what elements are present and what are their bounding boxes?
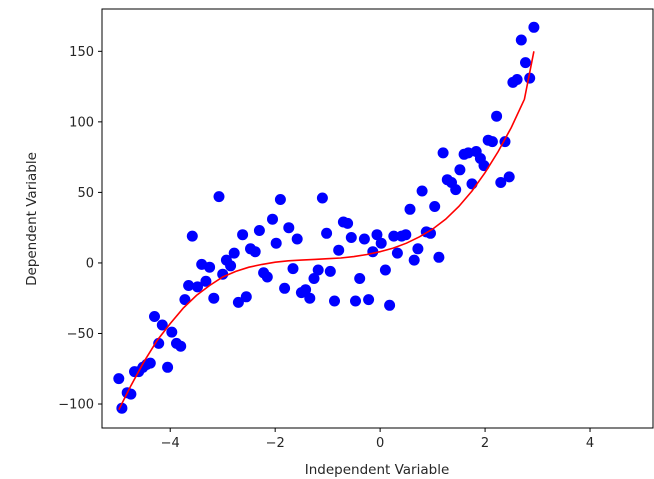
data-point-82 (454, 164, 466, 176)
data-point-98 (520, 57, 531, 69)
y-axis-title: Dependent Variable (24, 152, 40, 286)
y-tick-label: −50 (67, 327, 94, 342)
data-point-21 (200, 275, 212, 287)
plot-border (101, 8, 654, 429)
data-point-63 (375, 237, 387, 249)
data-point-96 (511, 74, 523, 85)
data-point-31 (240, 291, 252, 303)
data-point-85 (466, 178, 478, 190)
data-point-71 (408, 254, 420, 266)
data-point-19 (192, 281, 203, 293)
data-point-51 (324, 265, 336, 277)
data-point-72 (412, 243, 424, 255)
data-point-22 (204, 261, 216, 273)
data-point-41 (283, 222, 295, 234)
data-point-55 (342, 217, 354, 229)
data-point-56 (345, 232, 357, 243)
data-point-70 (404, 203, 416, 215)
data-point-88 (478, 160, 490, 172)
x-tick-label: −4 (161, 436, 180, 451)
x-tick-label: 0 (376, 436, 384, 451)
data-point-64 (379, 264, 391, 276)
data-point-10 (153, 337, 165, 349)
data-point-94 (503, 171, 515, 183)
y-tick-label: 0 (86, 256, 94, 271)
data-point-43 (291, 233, 303, 245)
data-point-45 (300, 284, 312, 296)
axes-frame (101, 8, 654, 429)
x-tick-label: −2 (266, 436, 285, 451)
data-point-23 (208, 292, 220, 304)
data-point-92 (495, 177, 507, 188)
data-point-38 (270, 237, 282, 249)
y-tick-label: −100 (58, 398, 94, 413)
data-point-100 (528, 21, 540, 33)
data-point-24 (213, 191, 225, 203)
x-tick-label: 4 (586, 436, 594, 451)
data-point-30 (237, 229, 249, 241)
data-point-8 (144, 357, 156, 369)
data-point-77 (433, 251, 445, 263)
data-point-13 (166, 326, 178, 338)
data-point-11 (156, 319, 168, 331)
data-point-99 (524, 72, 536, 84)
data-point-90 (486, 136, 498, 148)
data-point-62 (371, 229, 383, 241)
data-point-46 (304, 292, 316, 304)
data-point-33 (249, 246, 261, 258)
data-point-17 (183, 280, 195, 291)
data-point-58 (354, 273, 366, 284)
data-point-25 (217, 268, 229, 280)
data-point-40 (279, 282, 291, 294)
data-point-97 (515, 34, 527, 46)
data-point-37 (267, 213, 278, 225)
y-tick-label: 50 (77, 186, 94, 201)
data-point-16 (179, 294, 191, 306)
data-point-1 (116, 402, 128, 414)
data-point-42 (287, 263, 299, 275)
data-point-48 (312, 264, 324, 276)
data-point-39 (274, 194, 286, 205)
data-point-78 (437, 147, 449, 159)
data-point-66 (388, 230, 400, 242)
y-tick-label: 150 (69, 45, 94, 60)
data-point-28 (228, 247, 240, 259)
data-point-73 (416, 185, 428, 197)
fit-curve-line (118, 51, 535, 411)
data-point-29 (232, 296, 244, 308)
data-point-59 (358, 233, 370, 245)
x-axis-title: Independent Variable (305, 462, 450, 478)
data-point-53 (333, 244, 345, 256)
data-point-52 (329, 295, 340, 307)
data-point-76 (429, 201, 441, 212)
data-point-49 (316, 192, 328, 204)
axis-ticks: −4 −2 0 2 4 −100 −50 0 50 100 150 (58, 45, 594, 451)
data-point-75 (425, 227, 436, 239)
data-point-60 (363, 294, 375, 306)
data-point-9 (149, 311, 160, 322)
data-point-12 (162, 361, 174, 373)
x-tick-label: 2 (481, 436, 489, 451)
data-point-15 (175, 340, 187, 352)
data-point-34 (253, 225, 265, 236)
data-point-47 (308, 273, 320, 284)
data-point-57 (350, 295, 361, 307)
data-point-65 (384, 299, 396, 311)
data-point-91 (491, 110, 503, 122)
data-point-36 (261, 271, 273, 283)
data-point-18 (186, 230, 198, 242)
data-point-27 (225, 260, 237, 272)
data-point-67 (391, 247, 403, 259)
y-tick-label: 100 (69, 115, 94, 130)
data-point-69 (400, 229, 412, 241)
data-point-50 (321, 227, 333, 239)
plot-area (113, 21, 540, 414)
data-point-81 (450, 184, 462, 196)
data-point-0 (113, 373, 125, 385)
